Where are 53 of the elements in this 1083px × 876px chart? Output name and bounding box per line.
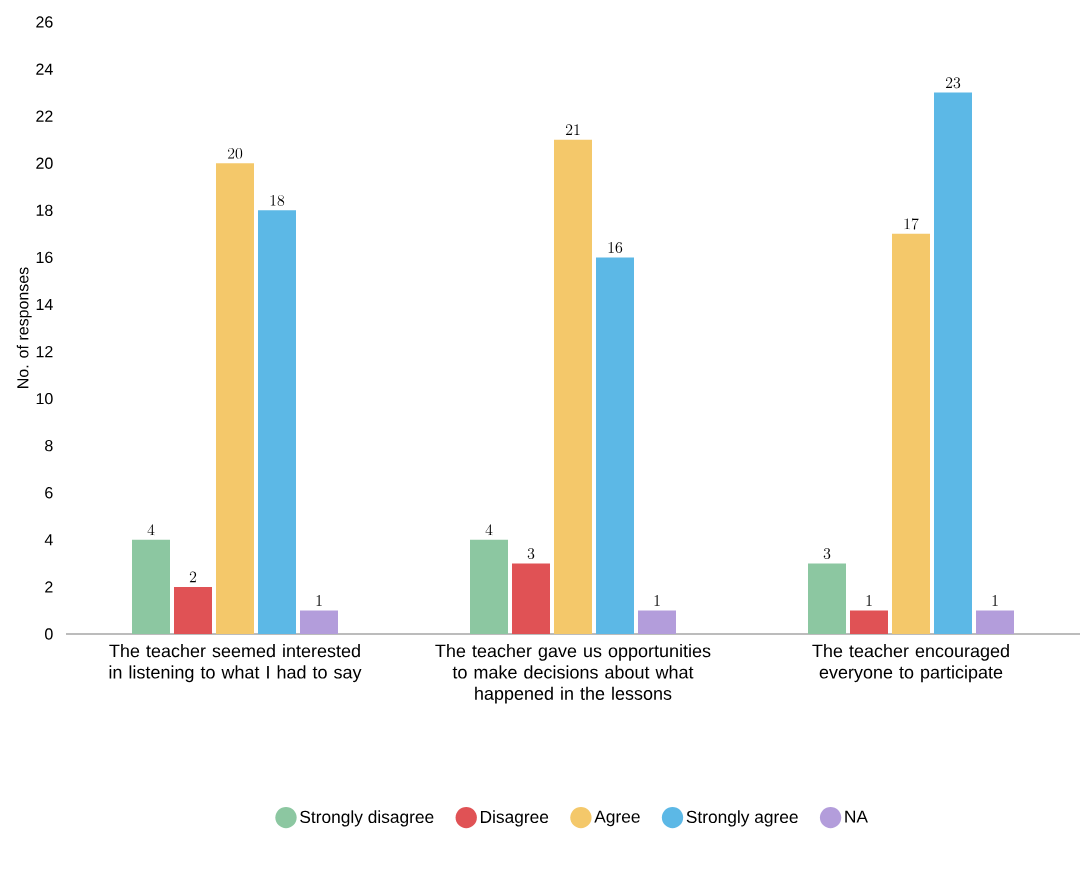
y-tick-label: 12 (36, 345, 53, 358)
y-tick-label: 22 (36, 110, 53, 122)
data-label: 1 (654, 595, 660, 606)
bar (470, 539, 508, 634)
y-tick-label: 6 (45, 487, 53, 499)
data-label: 20 (227, 147, 243, 159)
data-label: 1 (866, 595, 872, 606)
bar (216, 163, 254, 634)
y-tick-label: 26 (36, 16, 53, 28)
y-tick-label: 20 (36, 157, 53, 169)
y-tick-label: 24 (36, 63, 53, 75)
bar (934, 92, 972, 634)
y-tick-label: 10 (36, 392, 53, 405)
y-axis-title: No. of responses (16, 267, 32, 388)
data-label: 3 (823, 548, 831, 560)
data-label: 21 (565, 124, 580, 135)
bar (892, 233, 930, 634)
x-tick-label: The teacher encouraged everyone to participate (812, 644, 1009, 683)
bar (300, 610, 338, 634)
x-tick-label: The teacher seemed interested in listening to what I had to say (109, 644, 362, 683)
bar (258, 210, 296, 634)
data-label: 17 (904, 218, 919, 230)
x-tick-label: The teacher gave us opportunities to make decisions about what happened in the lessons (435, 644, 711, 704)
bar (808, 563, 846, 634)
data-label: 1 (316, 595, 322, 606)
bar (638, 610, 676, 634)
bar (976, 610, 1014, 634)
data-label: 2 (189, 571, 197, 583)
data-label: 4 (485, 524, 493, 536)
bar (554, 139, 592, 634)
data-label: 16 (608, 242, 623, 254)
y-tick-label: 18 (36, 204, 53, 216)
bar (850, 610, 888, 634)
y-tick-label: 2 (45, 581, 53, 593)
data-label: 1 (992, 595, 998, 606)
data-label: 4 (147, 524, 155, 536)
legend-label: Disagree (480, 810, 549, 827)
y-tick-label: 0 (45, 628, 53, 640)
y-tick-label: 8 (45, 440, 53, 452)
legend-label: Strongly disagree (300, 810, 434, 827)
data-label: 3 (527, 548, 535, 560)
data-label: 18 (270, 194, 285, 206)
legend-label: Agree (594, 810, 640, 827)
bar (174, 586, 212, 634)
legend-label: Strongly agree (686, 810, 798, 827)
bar (132, 539, 170, 634)
bar (512, 563, 550, 634)
bar (596, 257, 634, 634)
data-label: 23 (945, 77, 961, 89)
y-tick-label: 4 (44, 534, 53, 546)
y-tick-label: 14 (36, 298, 53, 310)
legend-label: NA (845, 810, 868, 823)
y-tick-label: 16 (36, 251, 53, 264)
